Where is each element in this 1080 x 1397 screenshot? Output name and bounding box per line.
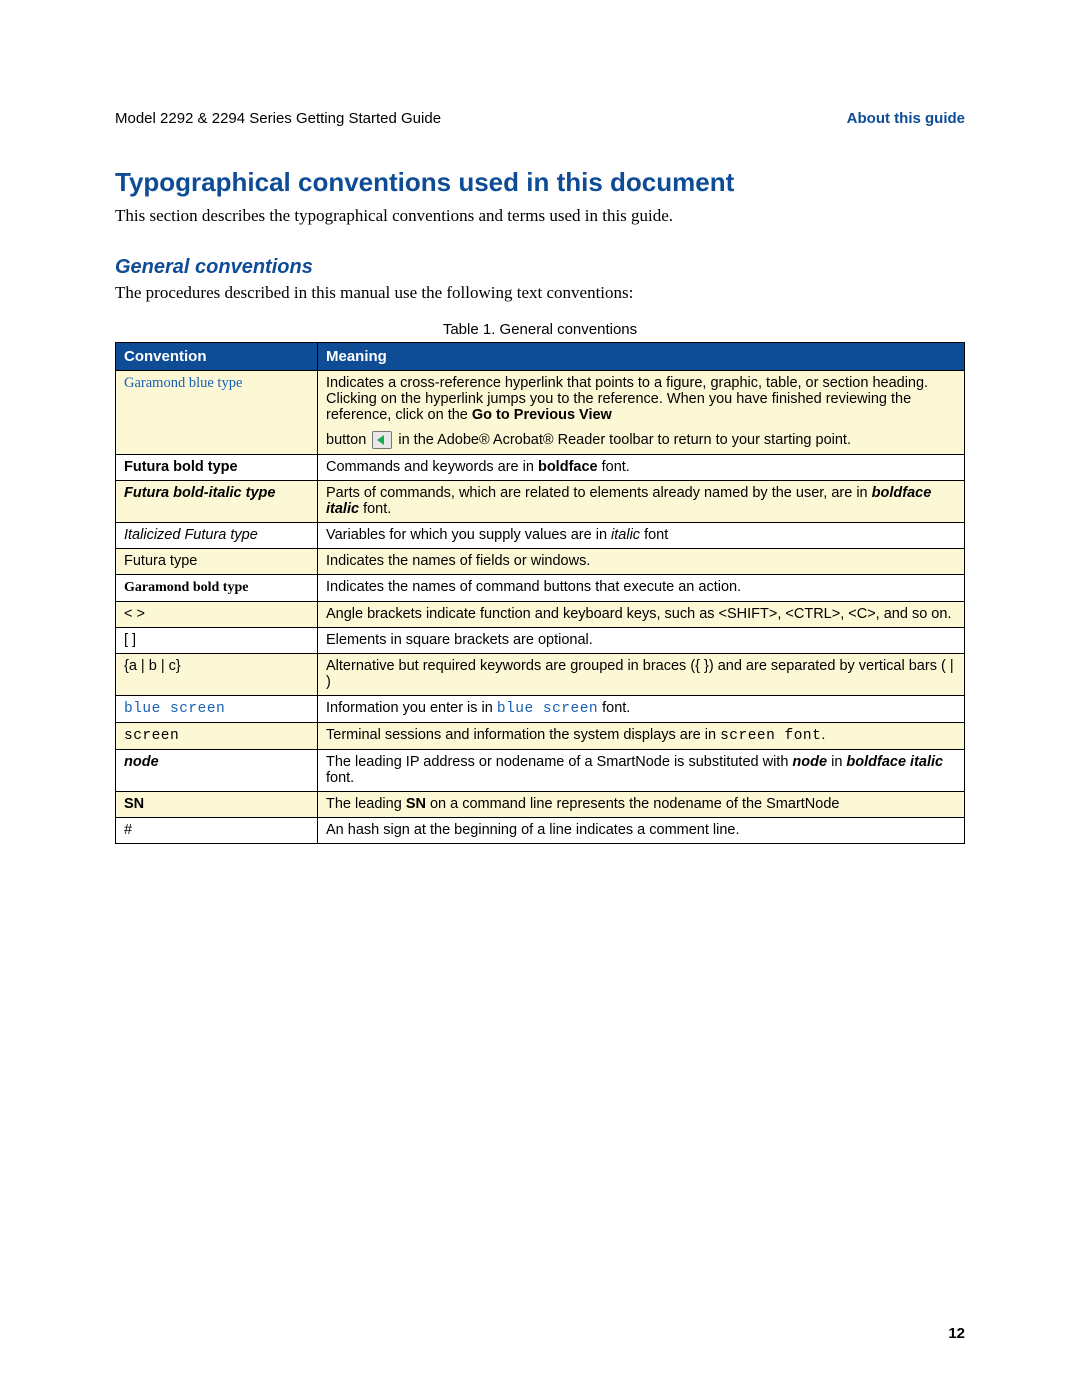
table-row: Futura bold-italic type Parts of commands… <box>116 481 965 523</box>
convention-cell: Futura type <box>116 549 318 575</box>
table-row: SN The leading SN on a command line repre… <box>116 792 965 818</box>
table-row: Garamond blue type Indicates a cross-refe… <box>116 371 965 455</box>
convention-cell: Futura bold type <box>116 455 318 481</box>
table-row: Garamond bold type Indicates the names of… <box>116 575 965 602</box>
convention-label: Futura type <box>124 553 197 569</box>
convention-cell: screen <box>116 723 318 750</box>
meaning-cell: Terminal sessions and information the sy… <box>318 723 965 750</box>
header-left: Model 2292 & 2294 Series Getting Started… <box>115 110 441 127</box>
meaning-cell: The leading IP address or nodename of a … <box>318 750 965 792</box>
col-header-convention: Convention <box>116 343 318 371</box>
convention-cell: # <box>116 818 318 844</box>
meaning-cell: Indicates the names of fields or windows… <box>318 549 965 575</box>
table-caption: Table 1. General conventions <box>115 321 965 338</box>
convention-label: SN <box>124 796 144 812</box>
header-right: About this guide <box>847 110 965 127</box>
meaning-cell: An hash sign at the beginning of a line … <box>318 818 965 844</box>
convention-label: # <box>124 822 132 838</box>
meaning-cell: Angle brackets indicate function and key… <box>318 602 965 628</box>
convention-cell: Garamond bold type <box>116 575 318 602</box>
convention-label: Italicized Futura type <box>124 527 258 543</box>
convention-cell: blue screen <box>116 696 318 723</box>
table-row: # An hash sign at the beginning of a line… <box>116 818 965 844</box>
table-row: Futura type Indicates the names of fields… <box>116 549 965 575</box>
convention-label: Futura bold-italic type <box>124 485 275 501</box>
convention-label: blue screen <box>124 701 225 717</box>
convention-label: Garamond bold type <box>124 580 248 595</box>
convention-label: Garamond blue type <box>124 375 242 391</box>
meaning-cell: Commands and keywords are in boldface fo… <box>318 455 965 481</box>
table-row: Italicized Futura type Variables for whic… <box>116 523 965 549</box>
convention-cell: SN <box>116 792 318 818</box>
col-header-meaning: Meaning <box>318 343 965 371</box>
intro-text: This section describes the typographical… <box>115 206 965 226</box>
table-row: [ ] Elements in square brackets are optio… <box>116 628 965 654</box>
meaning-cell: Alternative but required keywords are gr… <box>318 654 965 696</box>
meaning-cell: Information you enter is in blue screen … <box>318 696 965 723</box>
table-row: screen Terminal sessions and information … <box>116 723 965 750</box>
convention-cell: Futura bold-italic type <box>116 481 318 523</box>
meaning-cell: Indicates the names of command buttons t… <box>318 575 965 602</box>
convention-cell: Garamond blue type <box>116 371 318 455</box>
meaning-cell: Variables for which you supply values ar… <box>318 523 965 549</box>
page-title: Typographical conventions used in this d… <box>115 167 965 198</box>
meaning-cell: Indicates a cross-reference hyperlink th… <box>318 371 965 455</box>
document-page: Model 2292 & 2294 Series Getting Started… <box>0 0 1080 1397</box>
running-header: Model 2292 & 2294 Series Getting Started… <box>115 110 965 127</box>
convention-cell: [ ] <box>116 628 318 654</box>
meaning-cell: Elements in square brackets are optional… <box>318 628 965 654</box>
meaning-cell: The leading SN on a command line represe… <box>318 792 965 818</box>
table-row: {a | b | c} Alternative but required keyw… <box>116 654 965 696</box>
convention-cell: {a | b | c} <box>116 654 318 696</box>
section-intro: The procedures described in this manual … <box>115 283 965 303</box>
convention-label: [ ] <box>124 632 136 648</box>
convention-label: {a | b | c} <box>124 658 181 674</box>
convention-label: Futura bold type <box>124 459 238 475</box>
convention-label: screen <box>124 728 179 744</box>
convention-cell: < > <box>116 602 318 628</box>
convention-cell: node <box>116 750 318 792</box>
page-number: 12 <box>948 1325 965 1342</box>
convention-label: < > <box>124 606 145 622</box>
section-heading: General conventions <box>115 256 965 279</box>
table-row: blue screen Information you enter is in b… <box>116 696 965 723</box>
meaning-cell: Parts of commands, which are related to … <box>318 481 965 523</box>
convention-label: node <box>124 754 159 770</box>
table-row: node The leading IP address or nodename o… <box>116 750 965 792</box>
conventions-table: Convention Meaning Garamond blue type Ind… <box>115 342 965 844</box>
go-previous-icon <box>372 431 392 449</box>
convention-cell: Italicized Futura type <box>116 523 318 549</box>
table-row: < > Angle brackets indicate function and … <box>116 602 965 628</box>
table-row: Futura bold type Commands and keywords ar… <box>116 455 965 481</box>
